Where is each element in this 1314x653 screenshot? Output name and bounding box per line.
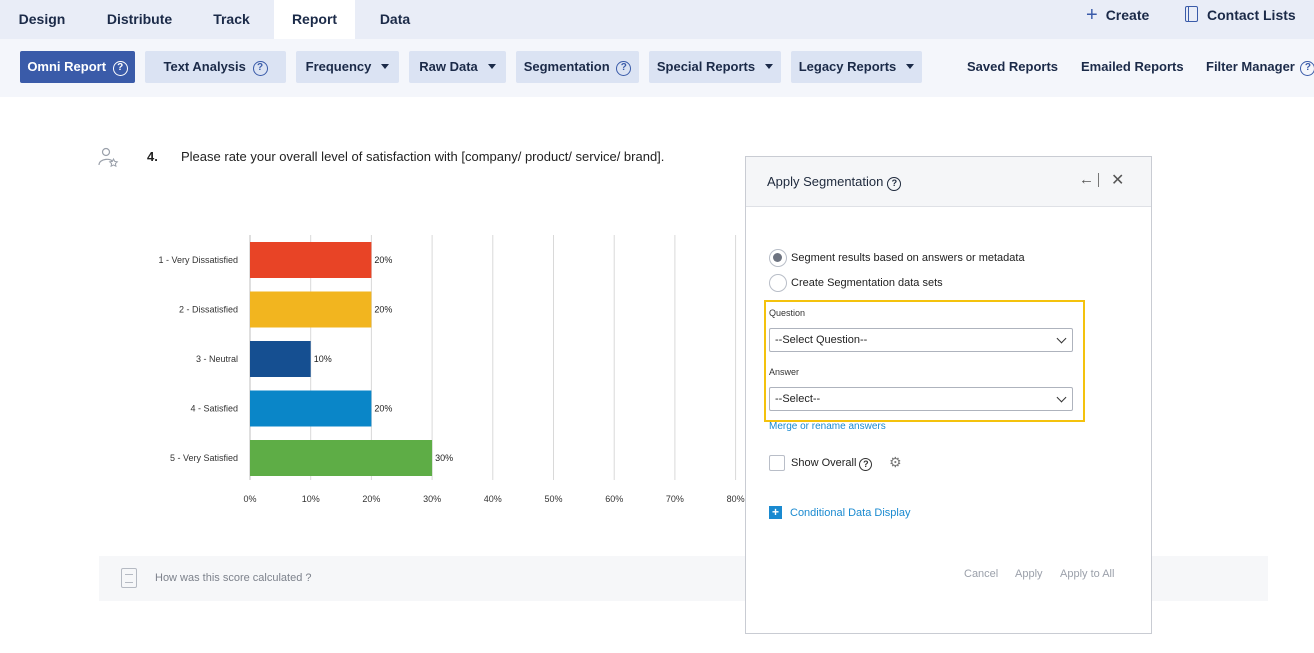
category-label: 2 - Dissatisfied bbox=[179, 305, 238, 315]
category-label: 5 - Very Satisfied bbox=[170, 453, 238, 463]
panel-header: Apply Segmentation? ← ✕ bbox=[746, 157, 1151, 207]
x-tick-label: 70% bbox=[666, 494, 684, 504]
x-tick-label: 60% bbox=[605, 494, 623, 504]
show-overall-checkbox[interactable] bbox=[769, 455, 785, 471]
bar bbox=[250, 341, 311, 377]
data-label: 10% bbox=[314, 354, 332, 364]
chevron-down-icon bbox=[1056, 333, 1067, 344]
gear-icon[interactable]: ⚙ bbox=[889, 454, 902, 470]
emailed-reports-link[interactable]: Emailed Reports bbox=[1081, 59, 1184, 74]
legacy-reports-dropdown[interactable]: Legacy Reports bbox=[791, 51, 922, 83]
radio-create-datasets[interactable] bbox=[769, 274, 787, 292]
tab-track[interactable]: Track bbox=[213, 11, 250, 27]
answer-label: Answer bbox=[769, 367, 800, 377]
apply-segmentation-panel: Apply Segmentation? ← ✕ Segment results … bbox=[745, 156, 1152, 634]
tab-design[interactable]: Design bbox=[18, 11, 66, 27]
special-reports-dropdown[interactable]: Special Reports bbox=[649, 51, 781, 83]
help-icon[interactable]: ? bbox=[616, 61, 632, 76]
tab-distribute[interactable]: Distribute bbox=[106, 11, 173, 27]
question-label: Question bbox=[769, 308, 806, 318]
conditional-data-display-link[interactable]: Conditional Data Display bbox=[790, 507, 911, 519]
bar bbox=[250, 440, 433, 476]
report-toolbar: Omni Report ? Text Analysis ? Frequency … bbox=[0, 39, 1314, 97]
bar bbox=[250, 242, 372, 278]
show-overall-label: Show Overall? bbox=[791, 457, 873, 471]
data-label: 20% bbox=[374, 305, 392, 315]
caret-down-icon bbox=[765, 64, 774, 69]
x-tick-label: 80% bbox=[727, 494, 745, 504]
bar bbox=[250, 390, 372, 427]
contact-book-icon bbox=[1185, 6, 1198, 22]
x-tick-label: 20% bbox=[362, 494, 380, 504]
create-button[interactable]: + Create bbox=[1086, 0, 1149, 30]
top-nav: Design Distribute Track Report Data + Cre… bbox=[0, 0, 1314, 55]
saved-reports-link[interactable]: Saved Reports bbox=[967, 59, 1059, 74]
question-select[interactable]: --Select Question-- bbox=[769, 328, 1073, 352]
user-rating-icon bbox=[98, 147, 119, 168]
data-label: 20% bbox=[374, 255, 392, 265]
caret-down-icon bbox=[487, 64, 496, 69]
x-tick-label: 40% bbox=[484, 494, 502, 504]
x-tick-label: 30% bbox=[423, 494, 441, 504]
document-icon bbox=[121, 568, 137, 588]
tab-report[interactable]: Report bbox=[274, 0, 355, 39]
category-label: 4 - Satisfied bbox=[190, 404, 238, 414]
collapse-arrow-icon[interactable]: ← bbox=[1079, 171, 1094, 188]
apply-to-all-button[interactable]: Apply to All bbox=[1060, 568, 1115, 580]
help-icon[interactable]: ? bbox=[112, 61, 128, 76]
data-label: 20% bbox=[374, 404, 392, 414]
radio-segment-results-label: Segment results based on answers or meta… bbox=[791, 252, 1025, 264]
x-tick-label: 50% bbox=[544, 494, 562, 504]
caret-down-icon bbox=[381, 64, 390, 69]
frequency-dropdown[interactable]: Frequency bbox=[296, 51, 399, 83]
x-tick-label: 10% bbox=[302, 494, 320, 504]
radio-create-datasets-label: Create Segmentation data sets bbox=[791, 277, 943, 289]
answer-select[interactable]: --Select-- bbox=[769, 387, 1073, 411]
text-analysis-button[interactable]: Text Analysis ? bbox=[145, 51, 286, 83]
chevron-down-icon bbox=[1056, 392, 1067, 403]
panel-title: Apply Segmentation? bbox=[767, 174, 902, 191]
apply-button[interactable]: Apply bbox=[1015, 568, 1043, 580]
help-icon[interactable]: ? bbox=[1300, 61, 1314, 76]
caret-down-icon bbox=[906, 64, 915, 69]
satisfaction-bar-chart: 0% 10% 20% 30% 40% 50% 60% 70% 80% 1 - Very Dissa… bbox=[158, 235, 745, 504]
tab-data[interactable]: Data bbox=[379, 11, 411, 27]
highlight-box bbox=[764, 300, 1085, 422]
close-icon[interactable]: ✕ bbox=[1111, 172, 1125, 189]
plus-icon[interactable]: + bbox=[769, 506, 782, 519]
radio-segment-results[interactable] bbox=[769, 249, 787, 267]
filter-manager-link[interactable]: Filter Manager ? bbox=[1206, 51, 1314, 83]
bar bbox=[250, 291, 372, 328]
contact-lists-button[interactable]: Contact Lists ? bbox=[1185, 0, 1314, 55]
score-calculation-link[interactable]: How was this score calculated ? bbox=[155, 572, 312, 584]
header-divider bbox=[1098, 173, 1099, 187]
category-label: 3 - Neutral bbox=[196, 354, 238, 364]
help-icon[interactable]: ? bbox=[252, 61, 268, 76]
segmentation-button[interactable]: Segmentation ? bbox=[516, 51, 639, 83]
data-label: 30% bbox=[435, 453, 453, 463]
cancel-button[interactable]: Cancel bbox=[964, 568, 999, 580]
x-tick-label: 0% bbox=[243, 494, 256, 504]
omni-report-button[interactable]: Omni Report ? bbox=[20, 51, 135, 83]
help-icon[interactable]: ? bbox=[859, 458, 873, 471]
question-text: Please rate your overall level of satisf… bbox=[181, 149, 665, 164]
question-number: 4. bbox=[147, 149, 158, 164]
category-label: 1 - Very Dissatisfied bbox=[158, 255, 238, 265]
merge-rename-answers-link[interactable]: Merge or rename answers bbox=[769, 421, 886, 432]
help-icon[interactable]: ? bbox=[887, 177, 902, 191]
plus-icon: + bbox=[1086, 4, 1098, 26]
raw-data-dropdown[interactable]: Raw Data bbox=[409, 51, 506, 83]
